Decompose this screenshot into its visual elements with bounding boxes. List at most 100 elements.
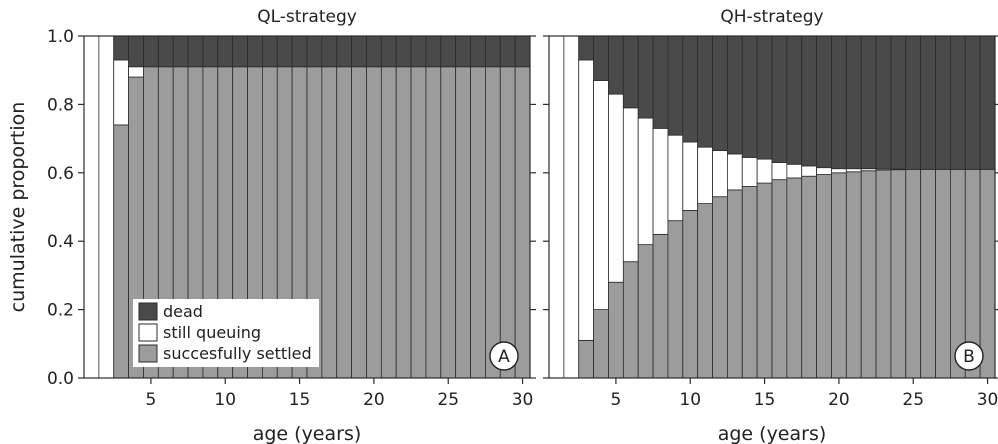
x-tick-label-10: 10 (679, 390, 701, 410)
bar-succesfully-settled-21 (380, 66, 397, 379)
x-tick-label-5: 5 (610, 390, 621, 410)
bar-dead-23 (410, 35, 427, 68)
bar-succesfully-settled-25 (440, 66, 457, 379)
bar-succesfully-settled-6 (622, 261, 639, 379)
bar-succesfully-settled-7 (637, 244, 654, 379)
legend-swatch-succesfully-settled (138, 344, 158, 363)
bar-dead-15 (291, 35, 308, 68)
bar-succesfully-settled-24 (425, 66, 442, 379)
bar-succesfully-settled-21 (845, 171, 862, 379)
bar-still-queuing-9 (667, 134, 684, 222)
bar-still-queuing-12 (712, 150, 728, 198)
chart-title: QL-strategy (257, 7, 357, 27)
bar-still-queuing-14 (741, 157, 758, 187)
bar-succesfully-settled-26 (455, 66, 471, 379)
x-tick-label-15: 15 (289, 390, 311, 410)
bar-dead-9 (667, 35, 684, 136)
bar-dead-19 (351, 35, 367, 68)
bar-dead-12 (712, 35, 728, 151)
bar-dead-17 (321, 35, 338, 68)
bar-dead-6 (157, 35, 174, 68)
bar-succesfully-settled-17 (321, 66, 338, 379)
bar-dead-21 (380, 35, 397, 68)
bar-succesfully-settled-9 (667, 220, 684, 379)
legend-label-still-queuing: still queuing (163, 323, 261, 342)
bar-still-queuing-2 (98, 35, 115, 379)
bar-succesfully-settled-5 (608, 281, 624, 379)
x-tick-label-30: 30 (977, 390, 998, 410)
bar-dead-14 (276, 35, 293, 68)
x-tick-label-5: 5 (145, 390, 156, 410)
panel-ql-strategy: QL-strategy 5 10 15 20 25 30 age (years) 0.0 0.2 0… (47, 7, 536, 444)
bar-succesfully-settled-11 (697, 203, 713, 379)
bar-dead-27 (470, 35, 486, 68)
bar-succesfully-settled-30 (514, 66, 531, 379)
bar-succesfully-settled-30 (979, 168, 996, 379)
legend-label-succesfully-settled: succesfully settled (163, 344, 312, 363)
bar-dead-20 (366, 35, 382, 68)
x-tick-label-10: 10 (214, 390, 236, 410)
bar-succesfully-settled-10 (682, 210, 699, 379)
bar-succesfully-settled-19 (816, 174, 832, 379)
bar-still-queuing-10 (682, 141, 699, 211)
bar-dead-5 (143, 35, 159, 68)
bar-dead-8 (187, 35, 204, 68)
bar-dead-21 (845, 35, 862, 170)
bar-succesfully-settled-19 (351, 66, 367, 379)
bar-still-queuing-7 (637, 117, 654, 246)
bar-succesfully-settled-20 (831, 172, 847, 379)
x-tick-label-20: 20 (828, 390, 850, 410)
bar-dead-8 (652, 35, 669, 129)
bar-still-queuing-20 (831, 168, 847, 174)
bar-still-queuing-19 (816, 167, 832, 175)
bar-dead-10 (217, 35, 234, 68)
y-tick-label-1: 1.0 (47, 27, 74, 47)
bar-dead-27 (935, 35, 951, 170)
y-tick-label-0.6: 0.6 (47, 164, 74, 184)
bar-dead-24 (890, 35, 907, 170)
y-tick-label-0.8: 0.8 (47, 95, 74, 115)
bar-dead-9 (202, 35, 219, 68)
plot-frame (83, 35, 531, 379)
bar-succesfully-settled-8 (652, 233, 669, 379)
bar-dead-14 (741, 35, 758, 158)
x-tick-label-15: 15 (754, 390, 776, 410)
bar-succesfully-settled-15 (756, 182, 773, 379)
bar-still-queuing-4 (128, 66, 144, 78)
bar-dead-7 (172, 35, 189, 68)
legend-swatch-dead (138, 302, 158, 321)
bar-succesfully-settled-27 (935, 168, 951, 379)
bar-succesfully-settled-14 (741, 186, 758, 379)
bar-dead-11 (697, 35, 713, 148)
bar-dead-29 (499, 35, 516, 68)
bar-still-queuing-17 (786, 163, 803, 179)
x-tick-label-30: 30 (512, 390, 534, 410)
bar-dead-3 (578, 35, 594, 61)
y-tick-label-0.4: 0.4 (47, 232, 74, 252)
bar-still-queuing-15 (756, 158, 773, 184)
bar-succesfully-settled-23 (410, 66, 427, 379)
bar-dead-6 (622, 35, 639, 109)
bar-succesfully-settled-23 (875, 169, 892, 379)
x-axis-label: age (years) (253, 423, 362, 444)
panel-label-circle (954, 341, 984, 371)
bar-dead-29 (964, 35, 981, 170)
bar-succesfully-settled-18 (336, 66, 353, 379)
panel-qh-strategy: QH-strategy 5 10 15 20 25 30 age (years) B (543, 7, 998, 444)
bar-succesfully-settled-27 (470, 66, 486, 379)
x-tick-label-20: 20 (363, 390, 385, 410)
bar-succesfully-settled-26 (920, 168, 936, 379)
bar-dead-22 (395, 35, 412, 68)
bar-dead-16 (771, 35, 788, 163)
legend-swatch-still-queuing (138, 323, 158, 342)
panel-label: A (498, 347, 510, 367)
bar-dead-25 (440, 35, 457, 68)
y-tick-label-0: 0.0 (47, 369, 74, 389)
bar-succesfully-settled-29 (499, 66, 516, 379)
bar-dead-28 (484, 35, 501, 68)
bar-still-queuing-5 (608, 93, 624, 283)
bar-dead-5 (608, 35, 624, 95)
legend-box (133, 299, 319, 367)
bar-dead-22 (860, 35, 877, 170)
